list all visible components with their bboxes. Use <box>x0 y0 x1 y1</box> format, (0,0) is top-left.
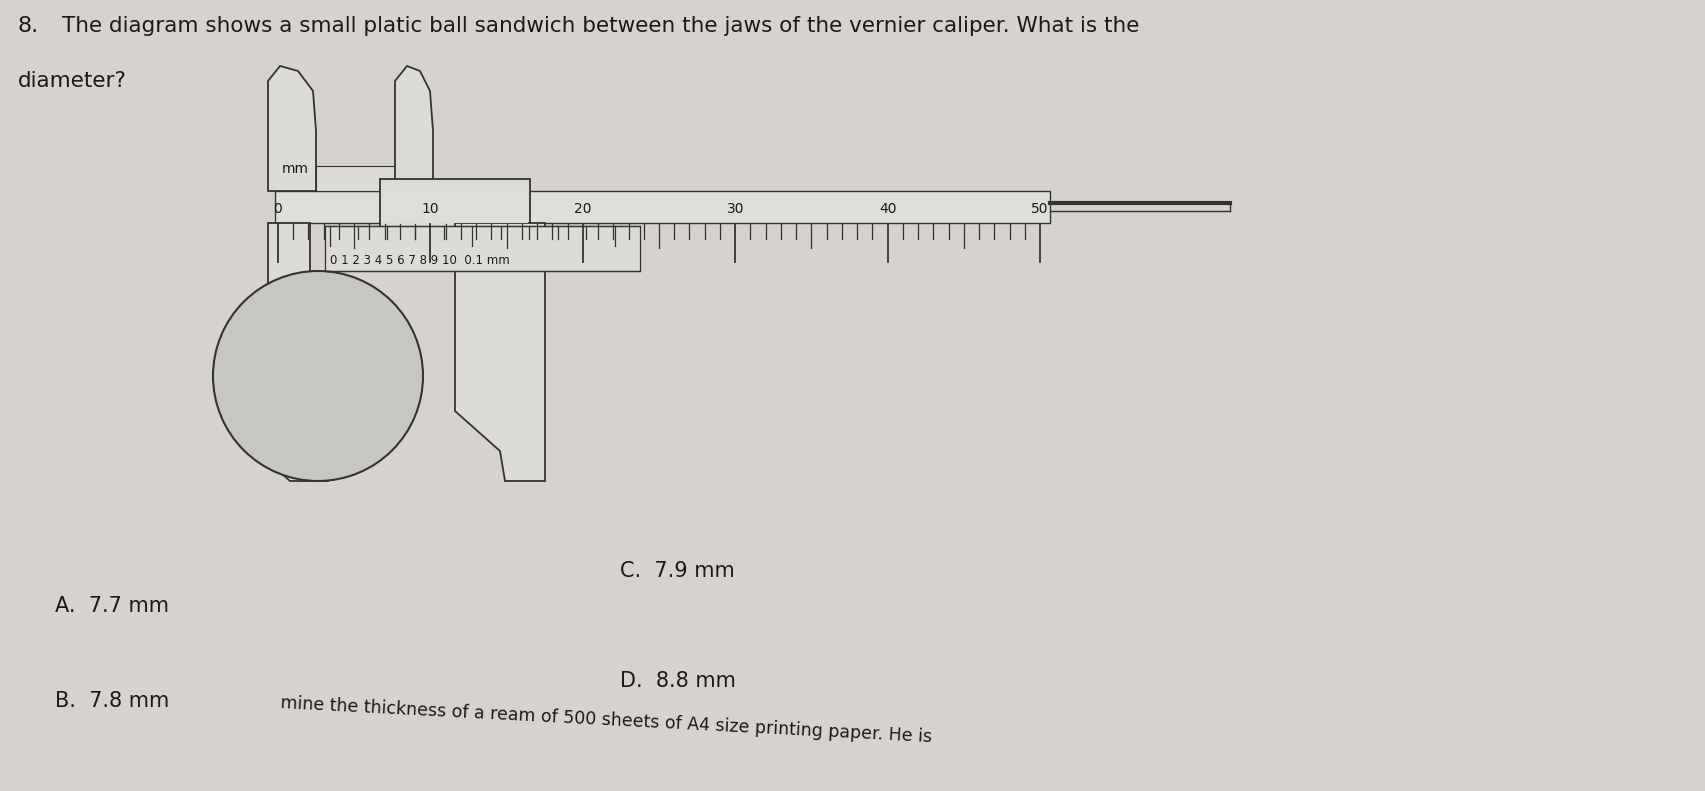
Bar <box>380 179 530 235</box>
Text: 0: 0 <box>273 202 283 216</box>
Text: 40: 40 <box>878 202 895 216</box>
Text: 10: 10 <box>421 202 438 216</box>
Text: 0 1 2 3 4 5 6 7 8 9 10  0.1 mm: 0 1 2 3 4 5 6 7 8 9 10 0.1 mm <box>329 254 510 267</box>
Polygon shape <box>268 223 327 481</box>
Text: B.  7.8 mm: B. 7.8 mm <box>55 691 169 711</box>
Text: C.  7.9 mm: C. 7.9 mm <box>619 561 735 581</box>
Text: 20: 20 <box>573 202 592 216</box>
Polygon shape <box>396 66 433 191</box>
Text: A.  7.7 mm: A. 7.7 mm <box>55 596 169 616</box>
Text: diameter?: diameter? <box>19 71 126 91</box>
Text: 8.: 8. <box>19 16 39 36</box>
Text: mine the thickness of a ream of 500 sheets of A4 size printing paper. He is: mine the thickness of a ream of 500 shee… <box>280 694 933 746</box>
Text: mm: mm <box>281 162 309 176</box>
Bar <box>326 226 639 271</box>
Polygon shape <box>268 66 315 191</box>
Text: The diagram shows a small platic ball sandwich between the jaws of the vernier c: The diagram shows a small platic ball sa… <box>61 16 1139 36</box>
Bar <box>315 166 396 191</box>
Polygon shape <box>455 223 544 481</box>
Text: 30: 30 <box>726 202 743 216</box>
Text: D.  8.8 mm: D. 8.8 mm <box>619 671 735 691</box>
Text: 50: 50 <box>1030 202 1049 216</box>
Bar <box>275 191 1049 223</box>
Circle shape <box>213 271 423 481</box>
Bar <box>382 191 527 223</box>
